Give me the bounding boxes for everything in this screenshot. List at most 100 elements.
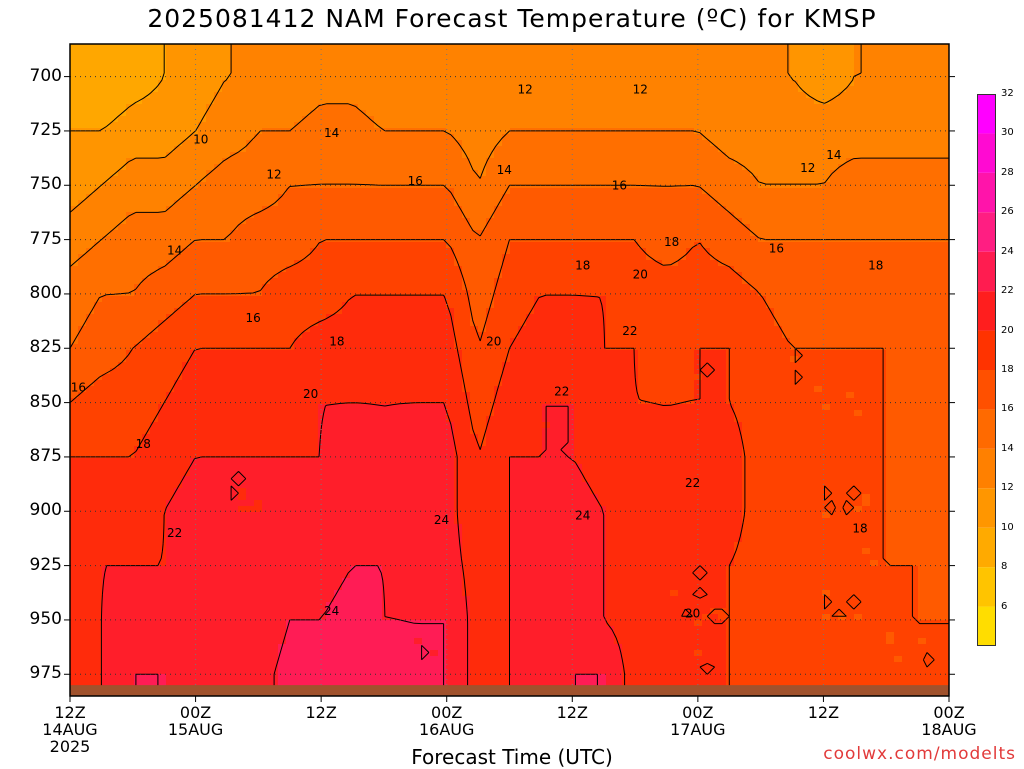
heat-cell — [78, 182, 87, 189]
heat-cell — [838, 176, 847, 183]
heat-cell — [622, 188, 631, 195]
heat-cell — [262, 278, 271, 285]
heat-cell — [198, 242, 207, 249]
heat-cell — [926, 146, 935, 153]
heat-cell — [894, 140, 903, 147]
heat-cell — [414, 314, 423, 321]
heat-cell — [918, 146, 927, 153]
heat-cell — [510, 146, 519, 153]
heat-cell — [238, 134, 247, 141]
heat-cell — [142, 248, 151, 255]
heat-cell — [654, 44, 663, 51]
heat-cell — [894, 176, 903, 183]
heat-cell — [398, 248, 407, 255]
heat-cell — [726, 92, 735, 99]
heat-cell — [862, 104, 871, 111]
heat-cell — [230, 92, 239, 99]
heat-cell — [598, 308, 607, 315]
heat-cell — [806, 224, 815, 231]
heat-cell — [894, 290, 903, 297]
heat-cell — [670, 44, 679, 51]
heat-cell — [542, 218, 551, 225]
heat-cell — [302, 308, 311, 315]
heat-cell — [878, 278, 887, 285]
heat-cell — [702, 236, 711, 243]
heat-cell — [366, 296, 375, 303]
heat-cell — [630, 290, 639, 297]
heat-cell — [510, 68, 519, 75]
heat-cell — [742, 170, 751, 177]
heat-cell — [134, 50, 143, 57]
heat-cell — [374, 122, 383, 129]
heat-cell — [798, 224, 807, 231]
heat-cell — [374, 254, 383, 261]
heat-cell — [918, 212, 927, 219]
heat-cell — [734, 128, 743, 135]
heat-cell — [550, 80, 559, 87]
heat-cell — [758, 194, 767, 201]
heat-cell — [798, 260, 807, 267]
heat-cell — [622, 44, 631, 51]
heat-cell — [310, 140, 319, 147]
heat-cell — [302, 266, 311, 273]
heat-cell — [102, 230, 111, 237]
heat-cell — [486, 242, 495, 249]
heat-cell — [670, 158, 679, 165]
heat-cell — [542, 50, 551, 57]
heat-cell — [454, 200, 463, 207]
heat-cell — [646, 224, 655, 231]
heat-cell — [478, 248, 487, 255]
heat-cell — [510, 56, 519, 63]
heat-cell — [726, 152, 735, 159]
heat-cell — [910, 68, 919, 75]
heat-cell — [174, 158, 183, 165]
heat-cell — [286, 176, 295, 183]
heat-cell — [918, 188, 927, 195]
heat-cell — [174, 272, 183, 279]
heat-cell — [694, 308, 703, 315]
heat-cell — [366, 266, 375, 273]
heat-cell — [222, 194, 231, 201]
heat-cell — [646, 206, 655, 213]
heat-cell — [582, 98, 591, 105]
heat-cell — [726, 86, 735, 93]
heat-cell — [678, 86, 687, 93]
heat-cell — [78, 284, 87, 291]
heat-cell — [558, 50, 567, 57]
heat-cell — [206, 206, 215, 213]
heat-cell — [470, 248, 479, 255]
heat-cell — [70, 152, 79, 159]
heat-cell — [254, 62, 263, 69]
heat-cell — [862, 134, 871, 141]
heat-cell — [142, 74, 151, 81]
heat-cell — [342, 116, 351, 123]
heat-cell — [670, 140, 679, 147]
heat-cell — [894, 110, 903, 117]
heat-cell — [462, 200, 471, 207]
heat-cell — [302, 110, 311, 117]
heat-cell — [374, 158, 383, 165]
heat-cell — [582, 140, 591, 147]
heat-cell — [854, 44, 863, 51]
heat-cell — [430, 116, 439, 123]
heat-cell — [326, 278, 335, 285]
heat-cell — [398, 80, 407, 87]
heat-cell — [574, 212, 583, 219]
heat-cell — [926, 194, 935, 201]
heat-cell — [182, 230, 191, 237]
heat-cell — [174, 176, 183, 183]
heat-cell — [518, 140, 527, 147]
heat-cell — [550, 218, 559, 225]
heat-cell — [470, 68, 479, 75]
heat-cell — [86, 140, 95, 147]
heat-cell — [238, 206, 247, 213]
heat-cell — [446, 158, 455, 165]
heat-cell — [334, 50, 343, 57]
heat-cell — [710, 122, 719, 129]
heat-cell — [798, 92, 807, 99]
heat-cell — [326, 62, 335, 69]
heat-cell — [830, 230, 839, 237]
heat-cell — [238, 200, 247, 207]
heat-cell — [430, 74, 439, 81]
heat-cell — [254, 50, 263, 57]
